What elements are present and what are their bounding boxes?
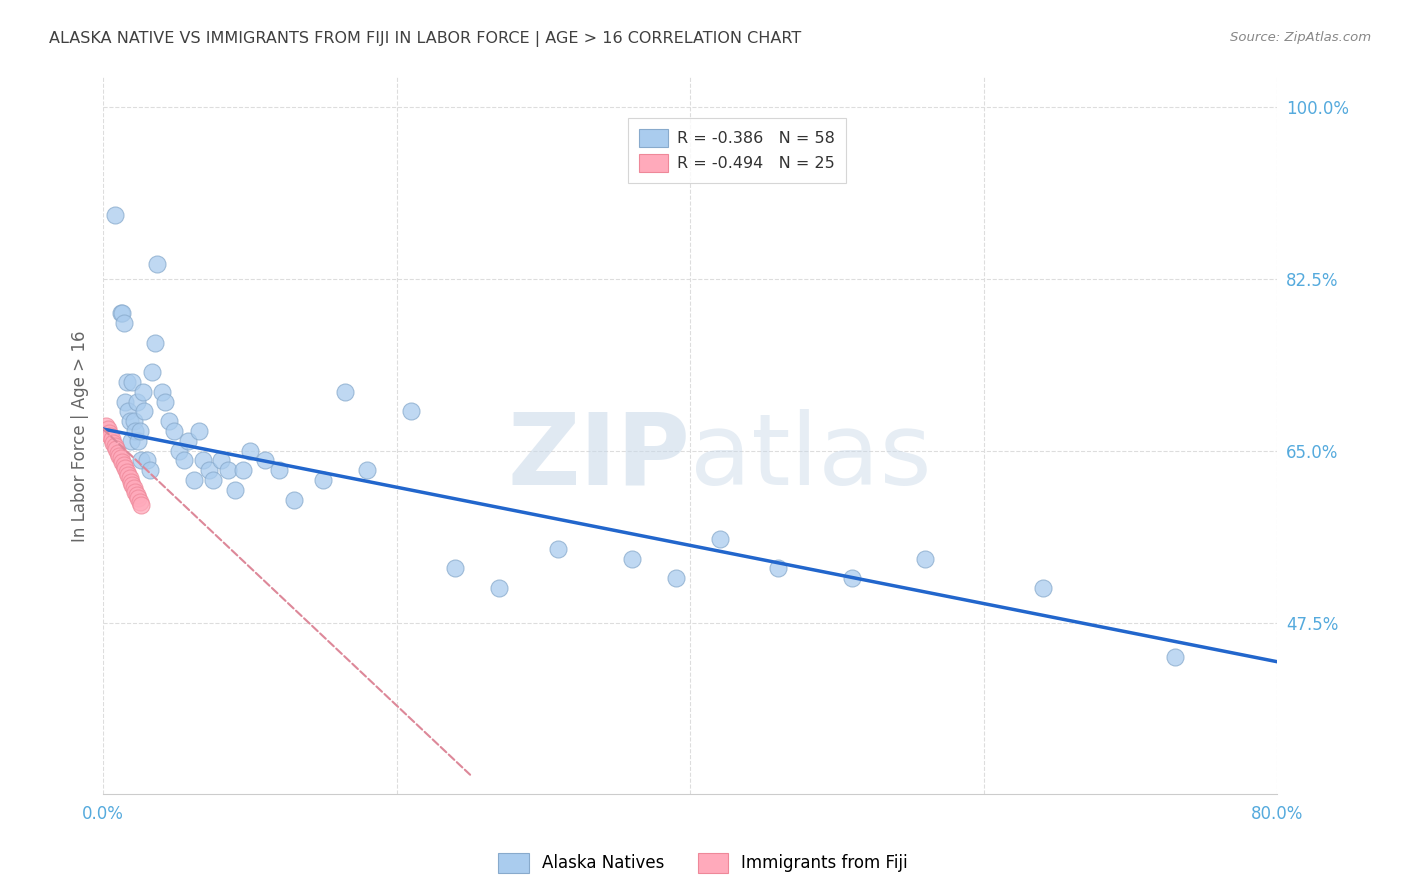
Point [134, 404, 156, 418]
Point [127, 434, 149, 448]
Text: atlas: atlas [690, 409, 932, 506]
Point [103, 435, 125, 450]
Point [104, 208, 127, 222]
Point [173, 453, 195, 467]
Point [356, 463, 378, 477]
Point [122, 481, 145, 495]
Point [121, 478, 143, 492]
Point [114, 461, 136, 475]
Text: Source: ZipAtlas.com: Source: ZipAtlas.com [1230, 31, 1371, 45]
Point [122, 414, 145, 428]
Point [177, 434, 200, 448]
Point [132, 384, 155, 399]
Point [94, 419, 117, 434]
Point [143, 335, 166, 350]
Point [96, 422, 118, 436]
Point [108, 449, 131, 463]
Point [620, 551, 643, 566]
Point [124, 484, 146, 499]
Point [117, 404, 139, 418]
Legend: R = -0.386   N = 58, R = -0.494   N = 25: R = -0.386 N = 58, R = -0.494 N = 25 [628, 118, 846, 184]
Legend: Alaska Natives, Immigrants from Fiji: Alaska Natives, Immigrants from Fiji [492, 847, 914, 880]
Point [98, 425, 121, 440]
Point [269, 463, 291, 477]
Point [401, 404, 423, 418]
Point [112, 458, 135, 473]
Point [112, 316, 135, 330]
Point [124, 424, 146, 438]
Point [253, 453, 276, 467]
Point [141, 365, 163, 379]
Point [128, 494, 150, 508]
Text: ZIP: ZIP [508, 409, 690, 506]
Point [128, 424, 150, 438]
Point [709, 532, 731, 546]
Point [111, 455, 134, 469]
Point [202, 473, 225, 487]
Point [127, 491, 149, 505]
Point [768, 561, 790, 575]
Point [187, 424, 209, 438]
Point [914, 551, 936, 566]
Point [217, 463, 239, 477]
Point [209, 453, 232, 467]
Point [444, 561, 467, 575]
Point [121, 375, 143, 389]
Point [125, 394, 148, 409]
Point [335, 384, 357, 399]
Point [157, 414, 180, 428]
Point [169, 443, 191, 458]
Point [117, 468, 139, 483]
Point [183, 473, 205, 487]
Point [110, 451, 132, 466]
Point [198, 463, 221, 477]
Point [232, 463, 254, 477]
Point [162, 424, 184, 438]
Point [118, 471, 141, 485]
Point [191, 453, 214, 467]
Point [115, 465, 138, 479]
Point [1164, 649, 1187, 664]
Point [150, 384, 173, 399]
Point [665, 571, 688, 585]
Point [224, 483, 246, 497]
Point [841, 571, 863, 585]
Point [100, 429, 122, 443]
Point [120, 434, 142, 448]
Point [110, 306, 132, 320]
Point [104, 439, 127, 453]
Point [239, 443, 262, 458]
Point [488, 581, 510, 595]
Point [101, 432, 124, 446]
Point [129, 498, 152, 512]
Point [153, 394, 176, 409]
Text: ALASKA NATIVE VS IMMIGRANTS FROM FIJI IN LABOR FORCE | AGE > 16 CORRELATION CHAR: ALASKA NATIVE VS IMMIGRANTS FROM FIJI IN… [49, 31, 801, 47]
Point [312, 473, 335, 487]
Point [547, 541, 569, 556]
Point [283, 492, 305, 507]
Point [118, 414, 141, 428]
Point [146, 257, 169, 271]
Point [129, 453, 152, 467]
Point [114, 394, 136, 409]
Y-axis label: In Labor Force | Age > 16: In Labor Force | Age > 16 [72, 330, 89, 541]
Point [111, 306, 134, 320]
Point [120, 475, 142, 489]
Point [115, 375, 138, 389]
Point [125, 488, 148, 502]
Point [139, 463, 162, 477]
Point [1032, 581, 1054, 595]
Point [107, 445, 129, 459]
Point [136, 453, 159, 467]
Point [105, 442, 128, 456]
